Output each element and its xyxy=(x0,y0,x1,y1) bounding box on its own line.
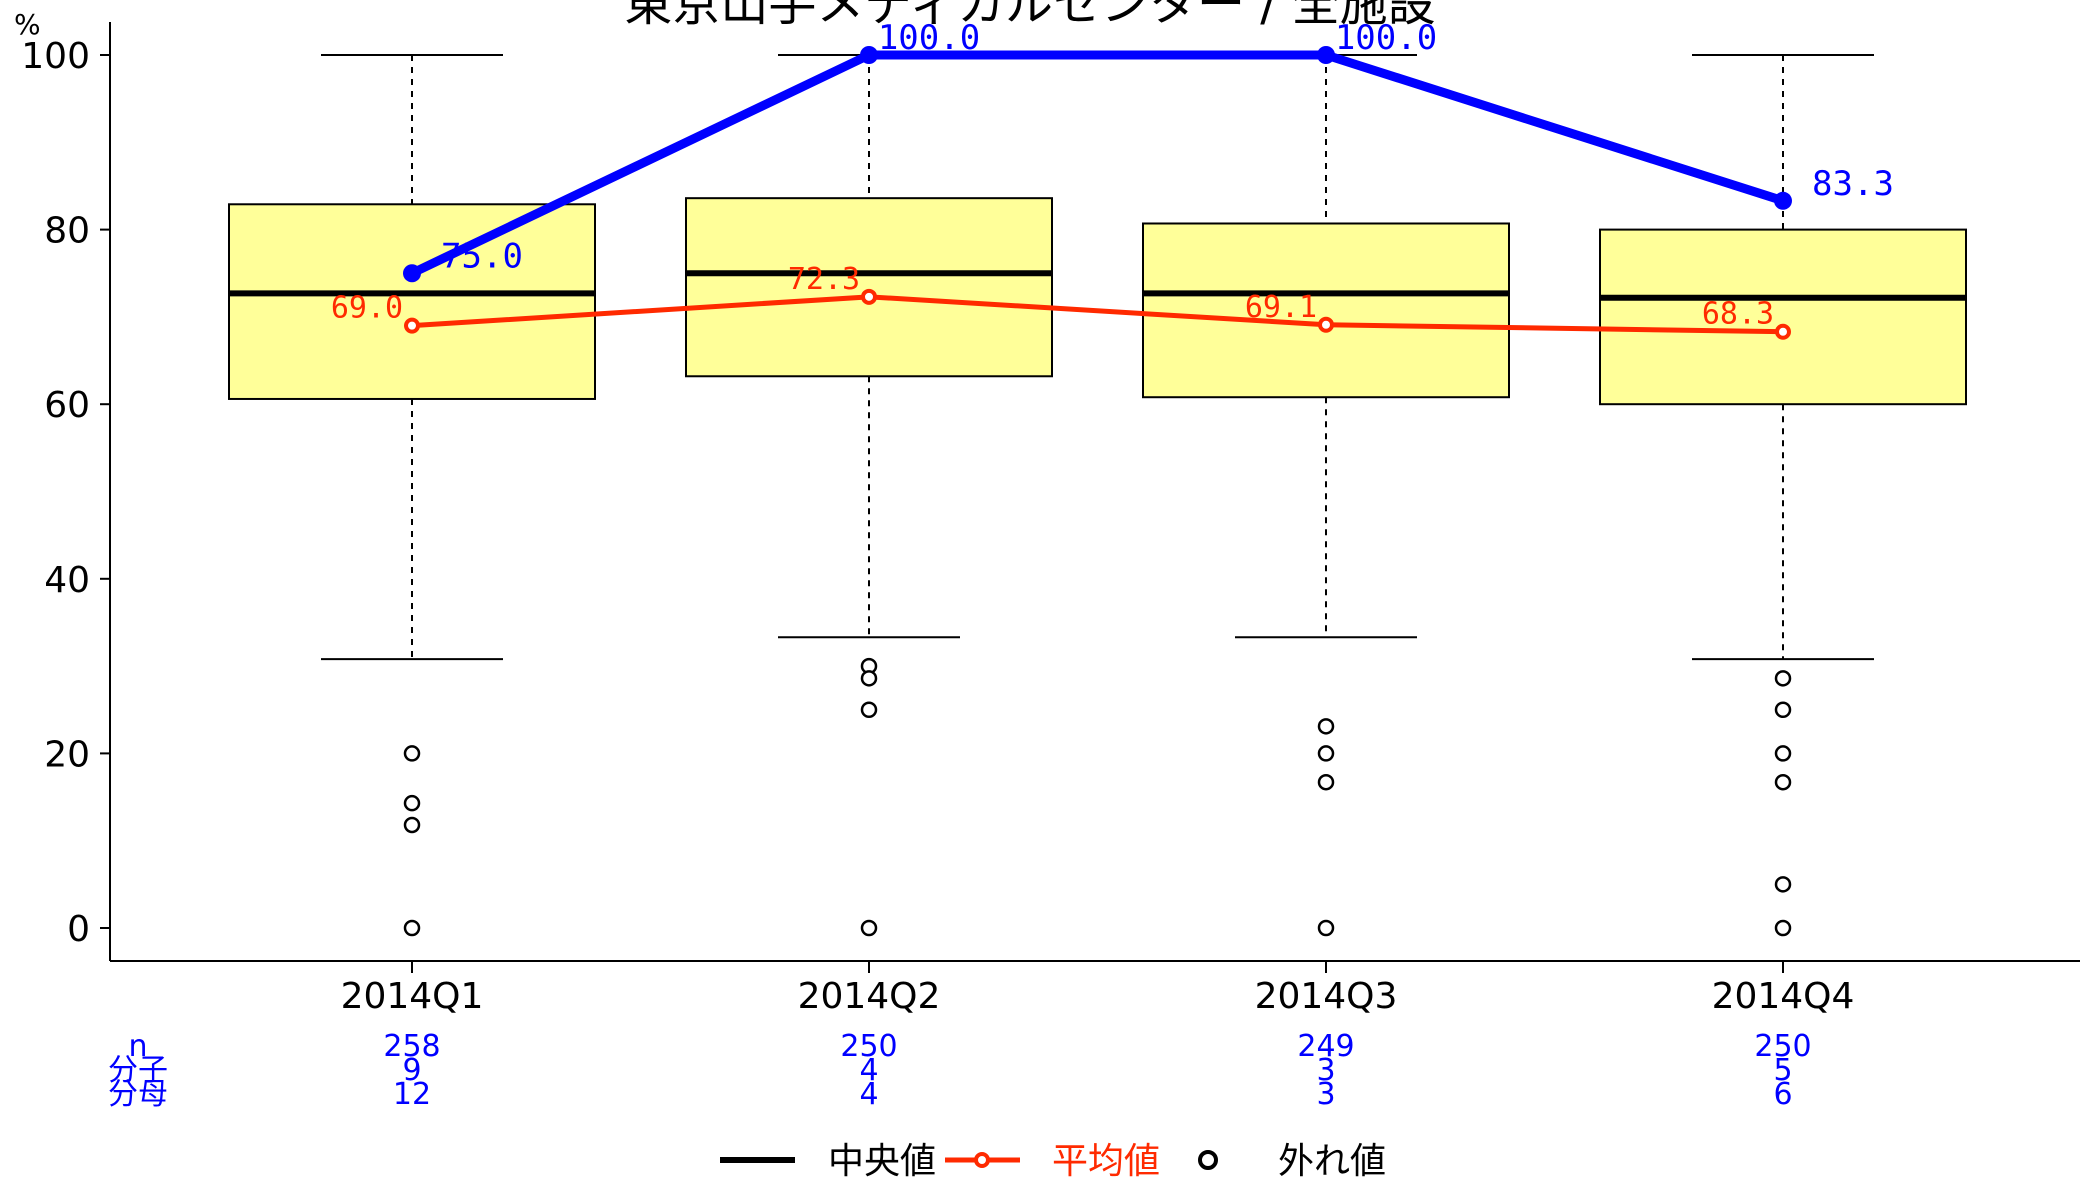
count-numerator-2014Q4: 5 xyxy=(1773,1053,1792,1088)
legend-mean-label: 平均値 xyxy=(1052,1141,1160,1181)
count-n-2014Q2: 250 xyxy=(840,1029,897,1064)
mean-value-label-2014Q4: 68.3 xyxy=(1702,297,1774,332)
legend-outlier-marker xyxy=(1198,1150,1218,1170)
outlier-2014Q4-5 xyxy=(1774,919,1792,937)
facility-value-label-2014Q1: 75.0 xyxy=(441,236,523,276)
y-axis-ticks: 0 20 40 60 80 100 xyxy=(21,36,110,950)
count-denominator-2014Q1: 12 xyxy=(393,1077,431,1112)
count-row-label-numerator: 分子 xyxy=(108,1053,168,1088)
x-tick-label-2014Q2: 2014Q2 xyxy=(798,976,941,1017)
series-layer: 69.0 72.3 69.1 68.3 75.0 100.0 100.0 83.3 xyxy=(331,18,1894,340)
outlier-2014Q1-3 xyxy=(403,919,421,937)
count-numerator-2014Q3: 3 xyxy=(1316,1053,1335,1088)
outlier-2014Q4-3 xyxy=(1774,773,1792,791)
x-tick-label-2014Q1: 2014Q1 xyxy=(341,976,484,1017)
count-n-2014Q3: 249 xyxy=(1297,1029,1354,1064)
outlier-2014Q3-1 xyxy=(1317,745,1335,762)
x-axis-labels: 2014Q1 2014Q2 2014Q3 2014Q4 xyxy=(341,961,1855,1017)
count-denominator-2014Q4: 6 xyxy=(1773,1077,1792,1112)
x-tick-label-2014Q4: 2014Q4 xyxy=(1712,976,1855,1017)
outlier-2014Q4-4 xyxy=(1774,876,1792,893)
legend: 中央値 平均値 外れ値 xyxy=(720,1141,1386,1181)
count-row-label-denominator: 分母 xyxy=(108,1077,168,1112)
box-2014Q4 xyxy=(1599,228,1967,406)
outlier-2014Q2-3 xyxy=(860,919,878,937)
facility-point-2014Q2 xyxy=(860,46,878,64)
box-2014Q3 xyxy=(1142,222,1510,399)
count-denominator-2014Q2: 4 xyxy=(859,1077,878,1112)
y-tick-label-40: 40 xyxy=(44,560,90,601)
boxes-layer xyxy=(228,54,1967,937)
count-n-2014Q4: 250 xyxy=(1754,1029,1811,1064)
count-row-label-n: n xyxy=(128,1029,147,1064)
y-tick-label-80: 80 xyxy=(44,211,90,252)
outlier-2014Q4-0 xyxy=(1774,670,1792,687)
count-numerator-2014Q2: 4 xyxy=(859,1053,878,1088)
mean-point-2014Q2 xyxy=(861,288,877,305)
outlier-2014Q1-1 xyxy=(403,794,421,812)
legend-mean-marker xyxy=(974,1152,990,1168)
mean-point-2014Q3 xyxy=(1318,316,1334,333)
mean-value-label-2014Q1: 69.0 xyxy=(331,291,403,326)
chart-title: 東京山手メディカルセンター / 全施設 xyxy=(624,0,1435,32)
outlier-2014Q4-2 xyxy=(1774,745,1792,762)
mean-line xyxy=(411,294,1784,335)
outlier-2014Q1-2 xyxy=(403,816,421,834)
facility-point-2014Q1 xyxy=(403,264,421,283)
facility-value-label-2014Q2: 100.0 xyxy=(878,18,980,58)
mean-point-2014Q1 xyxy=(404,317,420,334)
y-tick-label-60: 60 xyxy=(44,385,90,426)
facility-line xyxy=(410,50,1785,278)
y-tick-label-0: 0 xyxy=(67,909,90,950)
outlier-2014Q1-0 xyxy=(403,745,421,762)
mean-value-label-2014Q3: 69.1 xyxy=(1245,290,1317,325)
outlier-2014Q3-0 xyxy=(1317,718,1335,735)
y-tick-label-100: 100 xyxy=(21,36,90,77)
outlier-2014Q4-1 xyxy=(1774,701,1792,718)
facility-point-2014Q4 xyxy=(1774,191,1792,210)
count-denominator-2014Q3: 3 xyxy=(1316,1077,1335,1112)
y-axis-unit: % xyxy=(14,8,41,41)
outlier-2014Q3-2 xyxy=(1317,773,1335,791)
outlier-2014Q2-1 xyxy=(860,670,878,687)
mean-point-2014Q4 xyxy=(1775,323,1791,340)
box-2014Q1 xyxy=(228,203,596,400)
facility-value-label-2014Q3: 100.0 xyxy=(1335,18,1437,58)
outlier-2014Q2-2 xyxy=(860,701,878,718)
outlier-2014Q3-3 xyxy=(1317,919,1335,937)
x-tick-label-2014Q3: 2014Q3 xyxy=(1255,976,1398,1017)
box-2014Q2 xyxy=(685,197,1053,378)
facility-point-2014Q3 xyxy=(1317,46,1335,64)
legend-outlier-label: 外れ値 xyxy=(1278,1141,1386,1181)
y-tick-label-20: 20 xyxy=(44,734,90,775)
legend-median-label: 中央値 xyxy=(828,1141,936,1181)
count-n-2014Q1: 258 xyxy=(383,1029,440,1064)
facility-value-label-2014Q4: 83.3 xyxy=(1812,164,1894,204)
mean-value-label-2014Q2: 72.3 xyxy=(788,262,860,297)
count-numerator-2014Q1: 9 xyxy=(402,1053,421,1088)
